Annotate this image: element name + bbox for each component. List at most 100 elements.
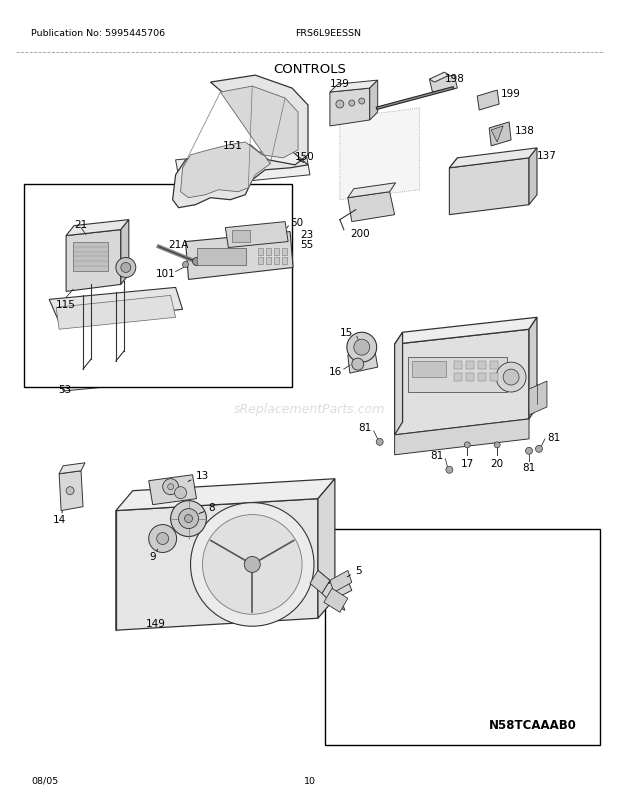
Polygon shape [394,333,402,435]
Text: 101: 101 [156,269,175,279]
Polygon shape [430,73,450,83]
Polygon shape [185,233,293,280]
Circle shape [354,340,370,356]
Bar [259,258,263,265]
Circle shape [464,443,471,448]
Text: 21A: 21A [169,239,188,249]
Text: 55: 55 [300,239,313,249]
Bar [478,362,486,370]
Text: 23: 23 [300,229,313,239]
Circle shape [376,439,383,446]
Text: 81: 81 [358,423,372,432]
Text: 151: 151 [223,140,242,151]
Text: 8: 8 [208,502,215,512]
Bar [282,249,287,255]
Circle shape [185,515,193,523]
Polygon shape [66,221,129,237]
Circle shape [179,509,198,529]
Text: 81: 81 [523,462,536,472]
Polygon shape [175,148,310,188]
Polygon shape [116,479,335,511]
Bar [490,362,498,370]
Polygon shape [370,81,378,121]
Polygon shape [348,350,378,374]
Text: 139: 139 [330,79,350,89]
Text: 200: 200 [350,229,370,238]
Circle shape [167,484,174,490]
Text: 21: 21 [74,219,87,229]
Polygon shape [66,230,121,292]
Text: 81: 81 [547,432,560,443]
Circle shape [446,467,453,474]
Bar [466,374,474,382]
Circle shape [66,487,74,495]
Polygon shape [49,288,188,391]
Polygon shape [529,148,537,205]
Bar [24,184,292,387]
Circle shape [175,487,187,499]
Bar [274,258,279,265]
Polygon shape [529,382,547,415]
Polygon shape [318,479,335,618]
Circle shape [116,258,136,278]
Polygon shape [348,184,396,198]
Polygon shape [59,464,85,474]
Polygon shape [149,475,197,505]
Bar [197,249,246,266]
Text: CONTROLS: CONTROLS [273,63,347,76]
Polygon shape [56,296,175,330]
Polygon shape [121,221,129,285]
Polygon shape [450,148,537,168]
Bar [407,358,507,392]
Polygon shape [491,127,503,143]
Circle shape [526,448,533,455]
Text: 81: 81 [430,450,443,460]
Polygon shape [180,87,298,198]
Bar [454,374,463,382]
Text: 150: 150 [295,152,315,162]
Text: N58TCAAAB0: N58TCAAAB0 [489,718,577,731]
Bar [454,362,463,370]
Polygon shape [450,159,529,216]
Text: sReplacementParts.com: sReplacementParts.com [234,403,386,416]
Text: 13: 13 [195,470,209,480]
Polygon shape [310,571,330,593]
Text: Publication No: 5995445706: Publication No: 5995445706 [31,29,166,38]
Text: 17: 17 [461,458,474,468]
Text: 16: 16 [329,367,342,377]
Circle shape [503,370,519,386]
Text: 20: 20 [490,458,503,468]
Polygon shape [348,192,394,222]
Polygon shape [394,419,529,456]
Circle shape [121,263,131,273]
Circle shape [149,525,177,553]
Text: 14: 14 [53,514,66,524]
Polygon shape [340,109,420,200]
Circle shape [494,443,500,448]
Polygon shape [529,318,537,419]
Text: 115: 115 [56,300,76,310]
Polygon shape [324,589,348,613]
Text: 53: 53 [58,385,71,395]
Circle shape [190,503,314,626]
Text: 138: 138 [515,126,535,136]
Circle shape [359,99,365,105]
Circle shape [193,258,200,266]
Text: 149: 149 [146,618,166,629]
Circle shape [157,533,169,545]
Polygon shape [489,123,511,147]
Circle shape [336,101,344,109]
Polygon shape [394,330,529,435]
Bar [259,249,263,255]
Polygon shape [318,571,352,610]
Circle shape [162,479,179,495]
Polygon shape [49,288,182,323]
Text: 9: 9 [149,552,156,561]
Circle shape [182,262,188,268]
Bar [266,249,271,255]
Text: 199: 199 [501,89,521,99]
Circle shape [349,101,355,107]
Polygon shape [430,76,458,93]
Polygon shape [59,471,83,511]
Circle shape [347,333,377,363]
